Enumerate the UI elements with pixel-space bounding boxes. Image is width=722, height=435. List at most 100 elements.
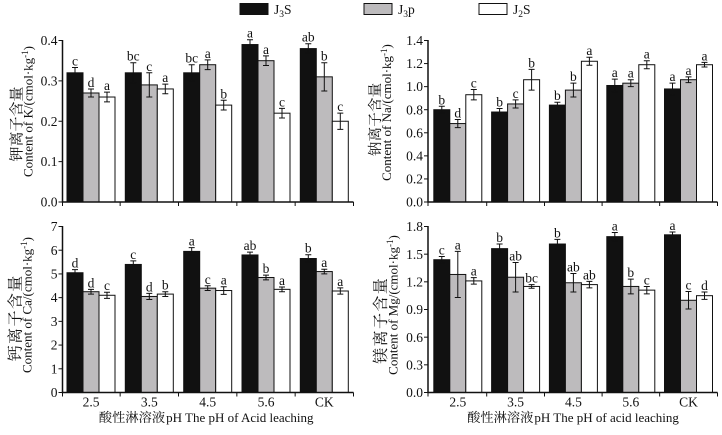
svg-text:ab: ab: [302, 30, 315, 45]
svg-text:c: c: [72, 54, 78, 69]
svg-text:0.4: 0.4: [406, 148, 423, 163]
svg-text:b: b: [528, 55, 535, 70]
svg-text:a: a: [644, 47, 650, 62]
svg-text:b: b: [321, 49, 328, 64]
svg-text:1.2: 1.2: [406, 274, 423, 289]
svg-text:0.6: 0.6: [406, 330, 423, 345]
svg-text:b: b: [496, 95, 503, 110]
svg-text:c: c: [279, 94, 285, 109]
svg-text:4.5: 4.5: [199, 395, 216, 410]
svg-text:bc: bc: [185, 51, 198, 66]
svg-text:7: 7: [51, 219, 58, 234]
svg-text:d: d: [701, 278, 708, 293]
svg-text:4: 4: [51, 290, 58, 305]
svg-text:0.0: 0.0: [406, 195, 423, 210]
svg-text:a: a: [321, 255, 327, 270]
svg-text:1.2: 1.2: [406, 56, 423, 71]
svg-text:d: d: [72, 256, 79, 271]
svg-text:5.6: 5.6: [622, 395, 639, 410]
svg-text:bc: bc: [525, 271, 538, 286]
svg-text:b: b: [305, 241, 312, 256]
svg-text:6: 6: [51, 243, 58, 258]
svg-text:1: 1: [51, 361, 58, 376]
svg-text:a: a: [162, 70, 168, 85]
svg-text:Content of Ca/(cmol·kg-1): Content of Ca/(cmol·kg-1): [19, 237, 34, 373]
svg-text:b: b: [554, 225, 561, 240]
svg-text:bc: bc: [127, 49, 140, 64]
svg-text:pH The pH of Acid leaching: pH The pH of Acid leaching: [166, 410, 314, 425]
svg-text:a: a: [612, 218, 618, 233]
svg-text:c: c: [146, 59, 152, 74]
svg-text:a: a: [263, 42, 269, 57]
svg-text:0.9: 0.9: [406, 302, 423, 317]
svg-text:0: 0: [51, 385, 58, 400]
svg-text:a: a: [471, 264, 477, 279]
svg-text:pH The pH of acid leaching: pH The pH of acid leaching: [534, 410, 679, 425]
svg-text:2.5: 2.5: [83, 395, 100, 410]
svg-text:Content of Na/(cmol·kg-1): Content of Na/(cmol·kg-1): [379, 44, 394, 181]
svg-text:a: a: [670, 218, 676, 233]
svg-text:b: b: [263, 261, 270, 276]
svg-text:c: c: [130, 247, 136, 262]
svg-text:b: b: [438, 92, 445, 107]
svg-text:J3S: J3S: [274, 2, 292, 20]
svg-text:Content of Mg/(cmol·kg-1): Content of Mg/(cmol·kg-1): [385, 235, 400, 375]
svg-text:ab: ab: [244, 238, 257, 253]
svg-text:ab: ab: [509, 248, 522, 263]
svg-text:a: a: [205, 46, 211, 61]
svg-text:0.3: 0.3: [406, 357, 423, 372]
svg-text:3.5: 3.5: [141, 395, 158, 410]
svg-text:a: a: [247, 26, 253, 41]
svg-text:c: c: [644, 272, 650, 287]
svg-text:0.2: 0.2: [41, 114, 58, 129]
svg-text:0.1: 0.1: [41, 154, 58, 169]
svg-text:a: a: [279, 273, 285, 288]
svg-text:CK: CK: [315, 395, 334, 410]
svg-text:a: a: [612, 65, 618, 80]
svg-text:J3p: J3p: [398, 2, 415, 20]
svg-text:5.6: 5.6: [258, 395, 275, 410]
svg-text:c: c: [205, 272, 211, 287]
svg-text:d: d: [146, 279, 153, 294]
svg-text:b: b: [220, 86, 227, 101]
svg-text:0.3: 0.3: [41, 73, 58, 88]
svg-text:a: a: [686, 63, 692, 78]
svg-text:Content of K/(cmol·kg-1): Content of K/(cmol·kg-1): [20, 46, 35, 177]
svg-text:2.5: 2.5: [449, 395, 466, 410]
svg-text:b: b: [162, 278, 169, 293]
svg-text:0.0: 0.0: [41, 195, 58, 210]
svg-text:4.5: 4.5: [565, 395, 582, 410]
svg-text:a: a: [104, 78, 110, 93]
svg-text:2: 2: [51, 338, 58, 353]
svg-text:c: c: [439, 242, 445, 257]
svg-text:b: b: [496, 230, 503, 245]
svg-text:c: c: [471, 76, 477, 91]
svg-text:a: a: [189, 234, 195, 249]
svg-text:d: d: [88, 275, 95, 290]
svg-text:1.8: 1.8: [406, 219, 423, 234]
svg-text:CK: CK: [679, 395, 698, 410]
svg-text:J2S: J2S: [513, 2, 531, 20]
svg-text:1.5: 1.5: [406, 247, 423, 262]
svg-text:c: c: [513, 86, 519, 101]
svg-text:0.2: 0.2: [406, 172, 423, 187]
svg-text:1.4: 1.4: [406, 33, 423, 48]
svg-text:d: d: [454, 106, 461, 121]
svg-text:a: a: [670, 69, 676, 84]
svg-text:3.5: 3.5: [507, 395, 524, 410]
svg-text:a: a: [455, 237, 461, 252]
svg-text:a: a: [702, 48, 708, 63]
svg-text:0.6: 0.6: [406, 125, 423, 140]
svg-text:a: a: [337, 274, 343, 289]
svg-text:ab: ab: [567, 260, 580, 275]
svg-text:b: b: [570, 69, 577, 84]
svg-text:0.4: 0.4: [41, 33, 58, 48]
svg-text:5: 5: [51, 267, 58, 282]
svg-text:0.0: 0.0: [406, 385, 423, 400]
svg-text:d: d: [88, 75, 95, 90]
svg-text:1.0: 1.0: [406, 79, 423, 94]
svg-text:a: a: [628, 66, 634, 81]
svg-text:3: 3: [51, 314, 58, 329]
svg-text:c: c: [104, 278, 110, 293]
svg-text:b: b: [554, 88, 561, 103]
